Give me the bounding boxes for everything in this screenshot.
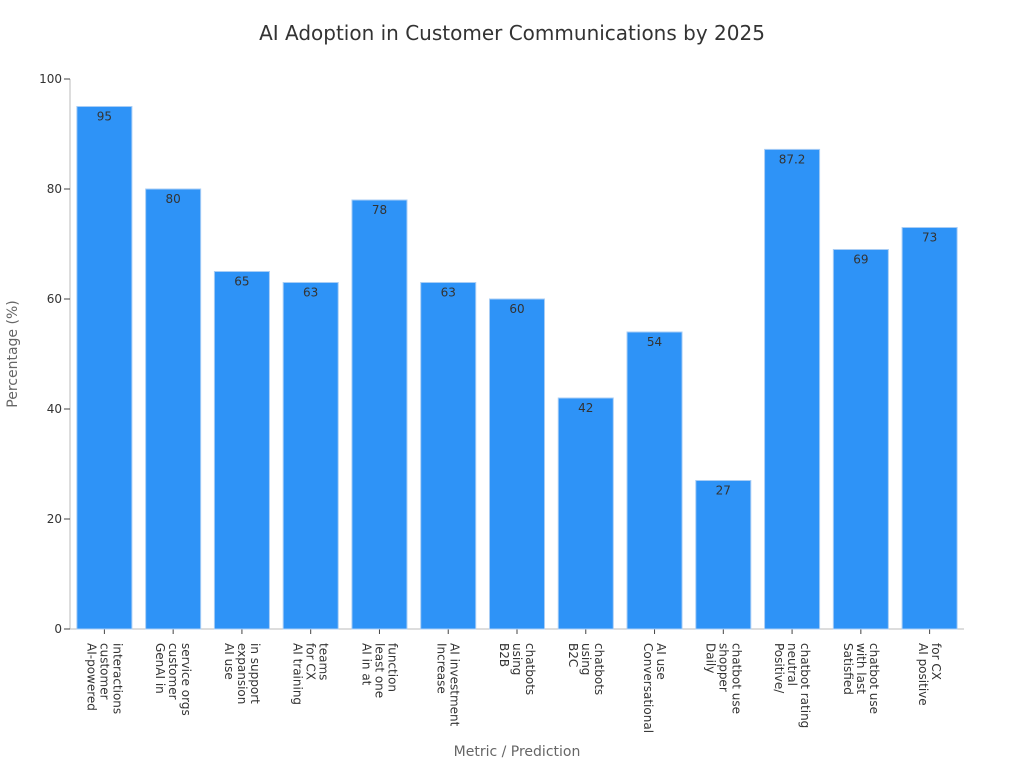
y-tick-label: 20 [47,512,62,526]
y-tick-label: 60 [47,292,62,306]
x-tick-label-line: customer [97,643,111,700]
bar [901,227,958,630]
x-axis: AI-powered customer interactions GenAI in cu… [70,628,964,733]
bar [76,106,133,630]
bar-value-label: 54 [647,335,662,349]
x-tick-label-line: for CX [304,643,318,680]
bar [420,282,477,630]
x-tick-label-line: AI-powered [84,643,98,711]
x-tick-label-line: AI investment [448,643,462,727]
bar [351,199,408,630]
x-tick-label-line: AI use [222,643,236,680]
bar [557,397,614,630]
x-tick-label-line: shopper [716,643,730,692]
bar [488,298,546,630]
x-tick-label: GenAI in customer service orgs [153,643,193,716]
bar-value-label: 65 [234,275,249,289]
x-tick-label-line: Satisfied [841,643,855,695]
bar-value-label: 78 [372,203,387,217]
x-tick-label-line: B2B [497,643,511,667]
x-tick-label-line: AI in at [359,643,373,686]
x-tick-label-line: chatbot use [867,643,881,714]
bar-value-label: 80 [166,192,181,206]
x-tick-label-line: using [579,643,593,675]
x-tick-label-line: teams [317,643,331,680]
bar-value-label: 69 [853,253,868,267]
x-tick-label: Increase AI investment [435,643,462,727]
x-tick-label-line: in support [248,643,262,704]
bar [282,282,339,630]
x-tick-label-line: Conversational [641,643,655,733]
bar-value-label: 95 [97,110,112,124]
x-tick-label-line: for CX [929,643,943,680]
y-axis-title: Percentage (%) [5,300,21,407]
x-axis-title: Metric / Prediction [454,744,581,760]
x-tick-label: Daily shopper chatbot use [703,643,743,714]
bar [695,480,752,630]
bar [832,249,889,630]
x-tick-label-line: AI positive [916,643,930,706]
bar [764,148,821,630]
x-tick-label-line: Increase [435,643,449,694]
bar-value-label: 63 [303,286,318,300]
x-tick-label-line: AI use [654,643,668,680]
bar [213,271,270,630]
x-tick-label-line: service orgs [179,643,193,716]
x-tick-label-line: Positive/ [772,643,786,694]
x-tick-label-line: chatbot rating [798,643,812,728]
x-tick-label-line: B2C [566,643,580,667]
x-tick-label-line: chatbot use [729,643,743,714]
y-tick-label: 80 [47,182,62,196]
x-tick-label-line: least one [372,643,386,698]
x-tick-label-line: neutral [785,643,799,686]
x-tick-label: Positive/neutral chatbot rating [772,643,812,728]
x-tick-label: AI-powered customer interactions [84,643,124,714]
chart-title: AI Adoption in Customer Communications b… [259,21,765,45]
x-tick-label: AI positive for CX [916,643,943,706]
x-tick-label-line: interactions [110,643,124,714]
x-tick-label-line: using [510,643,524,675]
y-axis: 0 20 40 60 80 100 [39,72,71,636]
x-tick-label-line: function [385,643,399,692]
y-tick-label: 0 [54,622,62,636]
x-tick-label: B2C using chatbots [566,643,606,695]
bar-value-label: 87.2 [779,152,806,166]
x-tick-label: B2B using chatbots [497,643,537,695]
bar [626,331,683,630]
y-tick-label: 40 [47,402,62,416]
x-tick-label-line: chatbots [523,643,537,695]
bar-value-label: 63 [441,286,456,300]
x-tick-label: Conversational AI use [641,643,668,733]
bar-value-label: 73 [922,231,937,245]
bar [145,188,202,630]
y-tick-label: 100 [39,72,62,86]
x-tick-label: AI training for CX teams [291,643,331,705]
x-tick-label-line: chatbots [592,643,606,695]
x-tick-label-line: expansion [235,643,249,704]
x-tick-label-line: with last [854,643,868,694]
bar-value-label: 27 [716,484,731,498]
x-tick-label: Satisfied with last chatbot use [841,643,881,714]
x-tick-label: AI in at least one function [359,643,399,698]
bars: 95 80 65 63 78 63 60 42 54 27 87.2 69 73 [76,106,958,630]
x-tick-label: AI use expansion in support [222,643,262,704]
bar-value-label: 60 [509,302,524,316]
x-tick-label-line: Daily [703,643,717,673]
x-tick-label-line: GenAI in [153,643,167,694]
bar-value-label: 42 [578,401,593,415]
x-tick-label-line: customer [166,643,180,700]
x-tick-label-line: AI training [291,643,305,705]
